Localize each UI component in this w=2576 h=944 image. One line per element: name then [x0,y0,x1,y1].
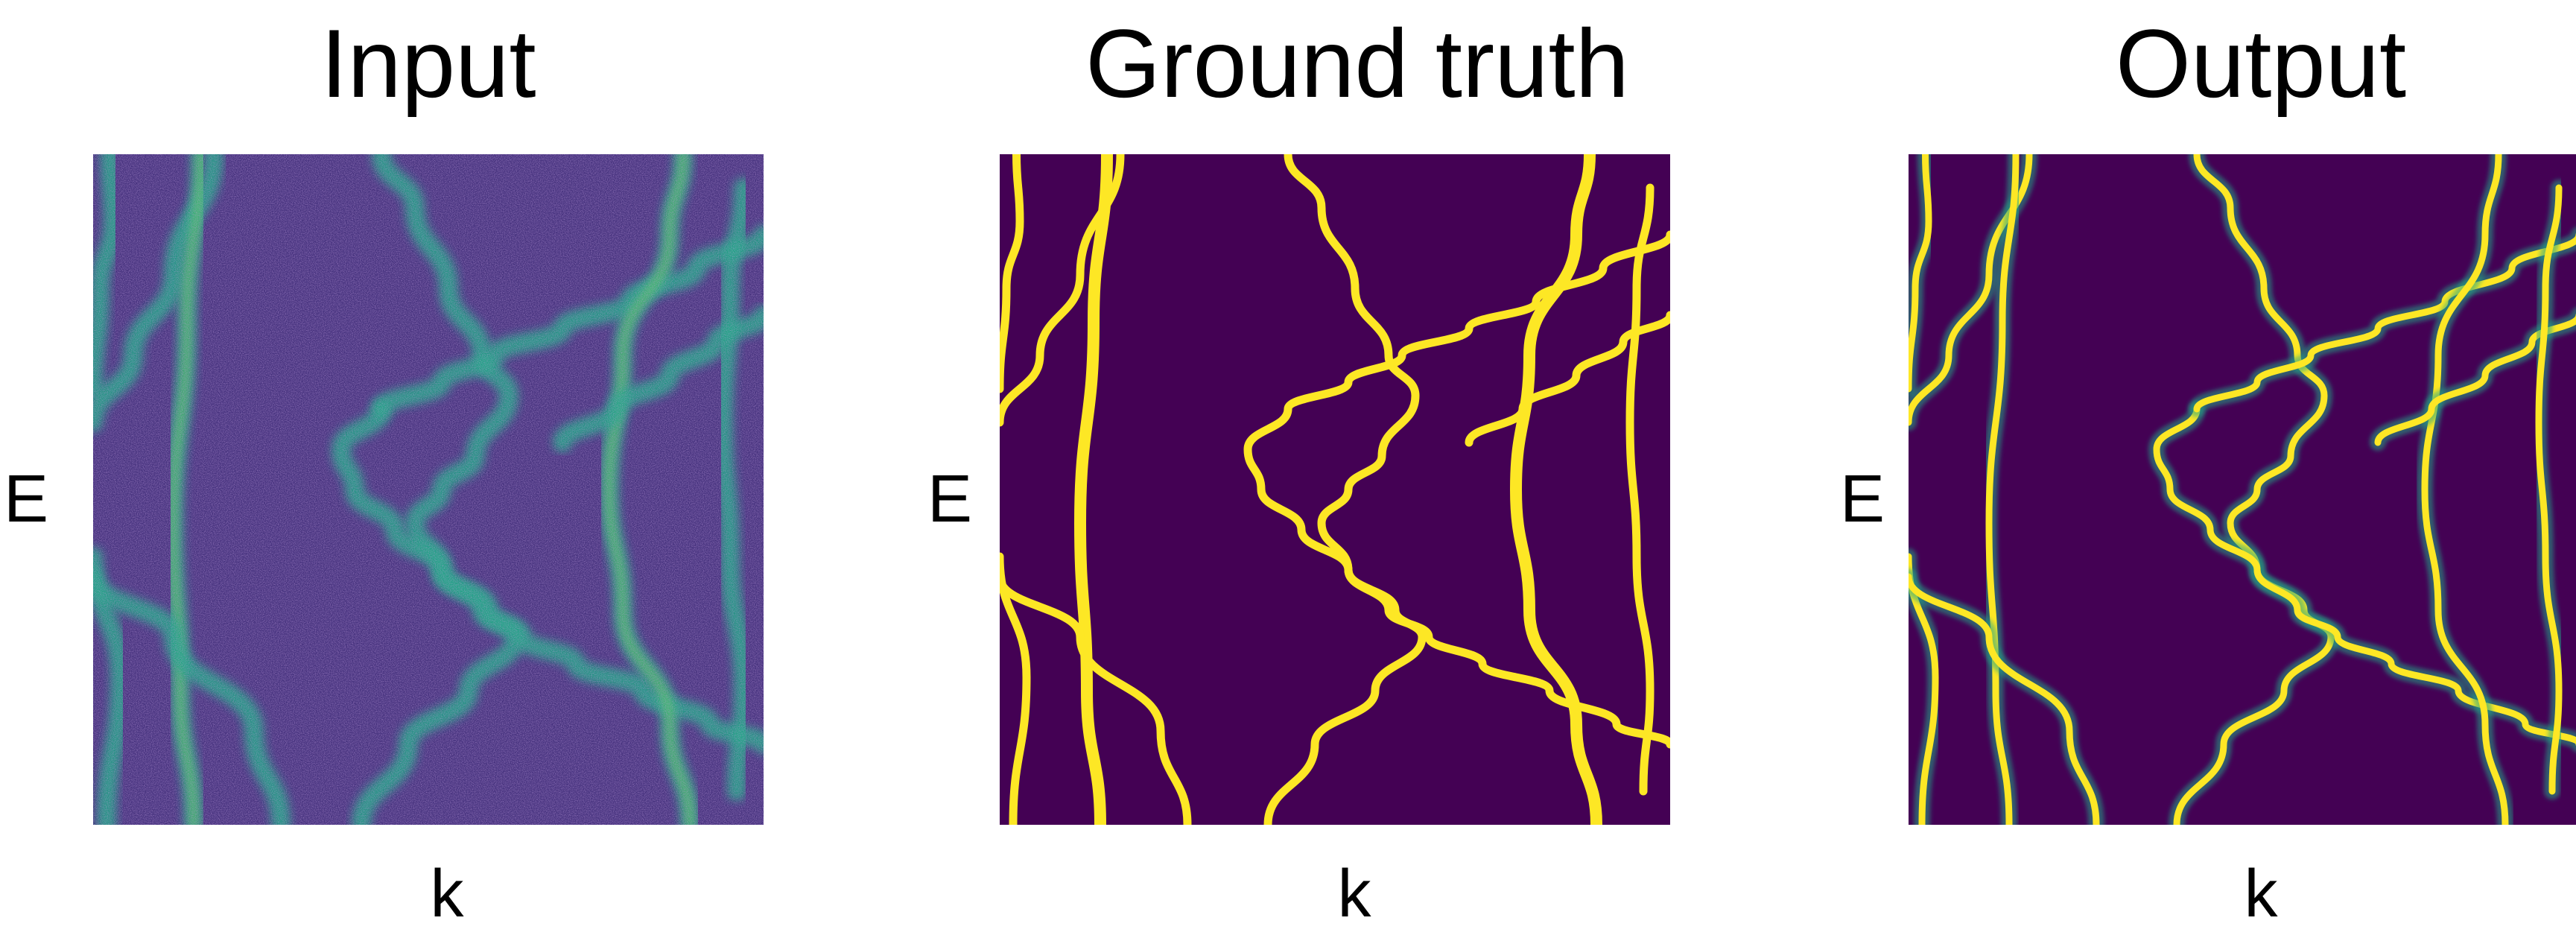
x-axis-label: k [431,857,465,931]
noise-overlay [93,154,764,825]
y-axis-label: E [1840,462,1885,536]
panel-title: Output [2116,9,2406,118]
panel-output: Output E k [1840,9,2576,931]
band-line [2421,154,2509,825]
band-line [1000,154,1024,393]
band-line [1073,154,1113,825]
heatmap-background [1000,154,1670,825]
band-line [2193,232,2576,413]
band-line [1243,405,1670,749]
panel-input: Input E k [4,9,764,931]
heatmap-bands [1000,154,1670,825]
band-line [2153,405,2576,747]
band-line [1509,154,1602,825]
band-line [2535,184,2563,795]
band-line [1909,154,1932,393]
band-line [1465,311,1670,447]
band-line [1985,154,2020,825]
heatmap-bands [1909,154,2576,825]
band-line [1909,573,2100,825]
y-axis-label: E [927,462,972,536]
band-line [2173,154,2335,825]
band-line [1625,183,1655,796]
band-line [1000,572,1192,825]
panel-ground-truth: Ground truth E k [927,9,1670,931]
band-line [1000,552,1031,825]
y-axis-label: E [4,462,48,536]
panel-title: Ground truth [1085,9,1629,118]
band-line [1284,230,1670,414]
x-axis-label: k [1338,857,1372,931]
x-axis-label: k [2245,857,2279,931]
panel-title: Input [320,9,536,118]
heatmap-background [1909,154,2576,825]
band-line [1263,154,1427,825]
